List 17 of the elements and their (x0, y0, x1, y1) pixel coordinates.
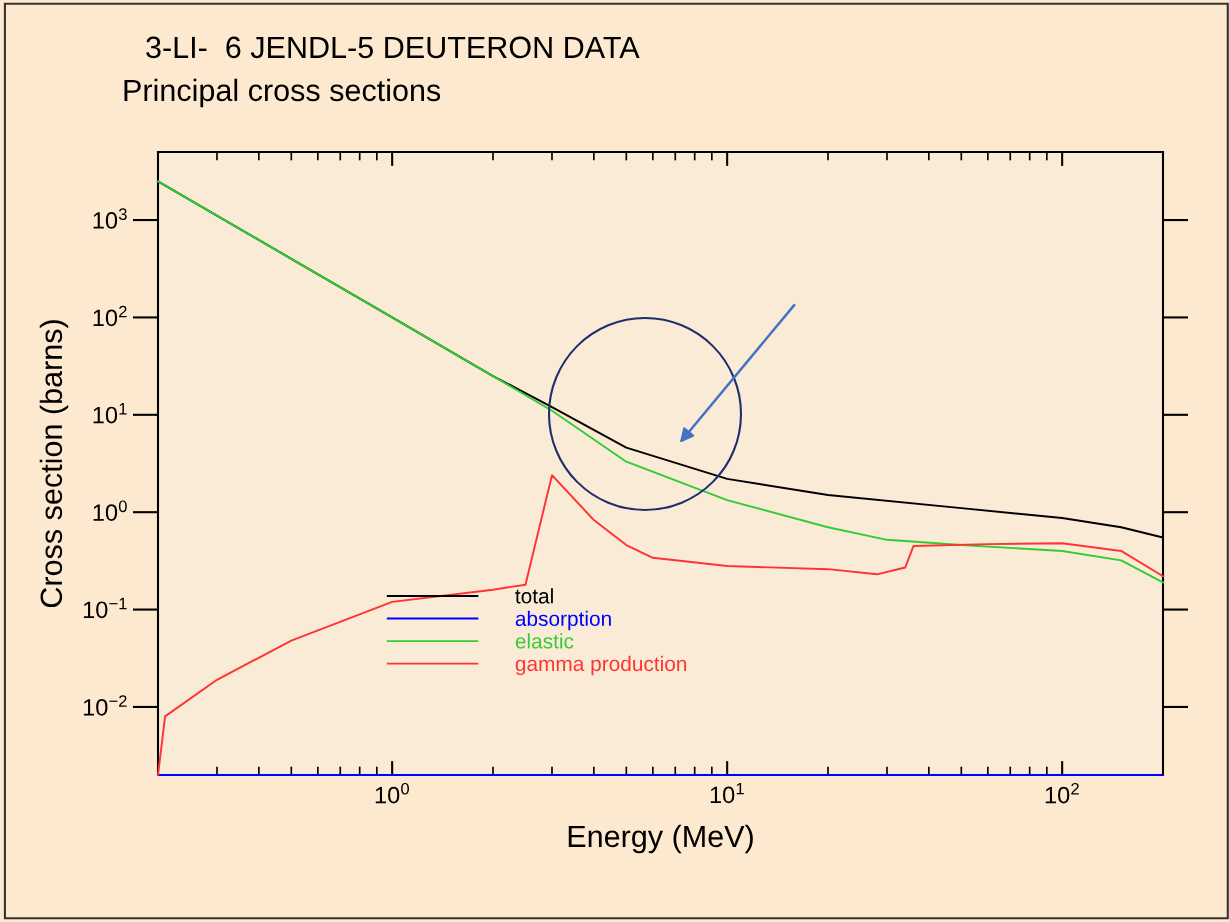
x-tick-label: 10$^{1}$ (710, 782, 744, 804)
y-tick-label: 10$^{−1}$ (83, 597, 127, 619)
chart-title: 3-LI- 6 JENDL-5 DEUTERON DATA (146, 36, 640, 59)
y-tick-label: 10$^{2}$ (93, 305, 127, 327)
legend-label: elastic (515, 633, 574, 649)
legend-label: gamma production (515, 655, 687, 676)
y-tick-label: 10$^{3}$ (93, 208, 127, 229)
y-axis-title: Cross section (barns) (39, 320, 69, 608)
x-tick-label: 10$^{2}$ (1045, 782, 1079, 804)
x-axis-title: Energy (MeV) (568, 824, 753, 854)
chart-subtitle: Principal cross sections (124, 78, 441, 108)
legend-label: absorption (515, 610, 611, 631)
y-tick-label: 10$^{0}$ (93, 500, 127, 521)
y-tick-label: 10$^{1}$ (93, 403, 127, 424)
x-tick-label: 10$^{0}$ (375, 782, 409, 804)
y-tick-label: 10$^{−2}$ (83, 695, 127, 716)
legend-label: total (515, 588, 553, 604)
